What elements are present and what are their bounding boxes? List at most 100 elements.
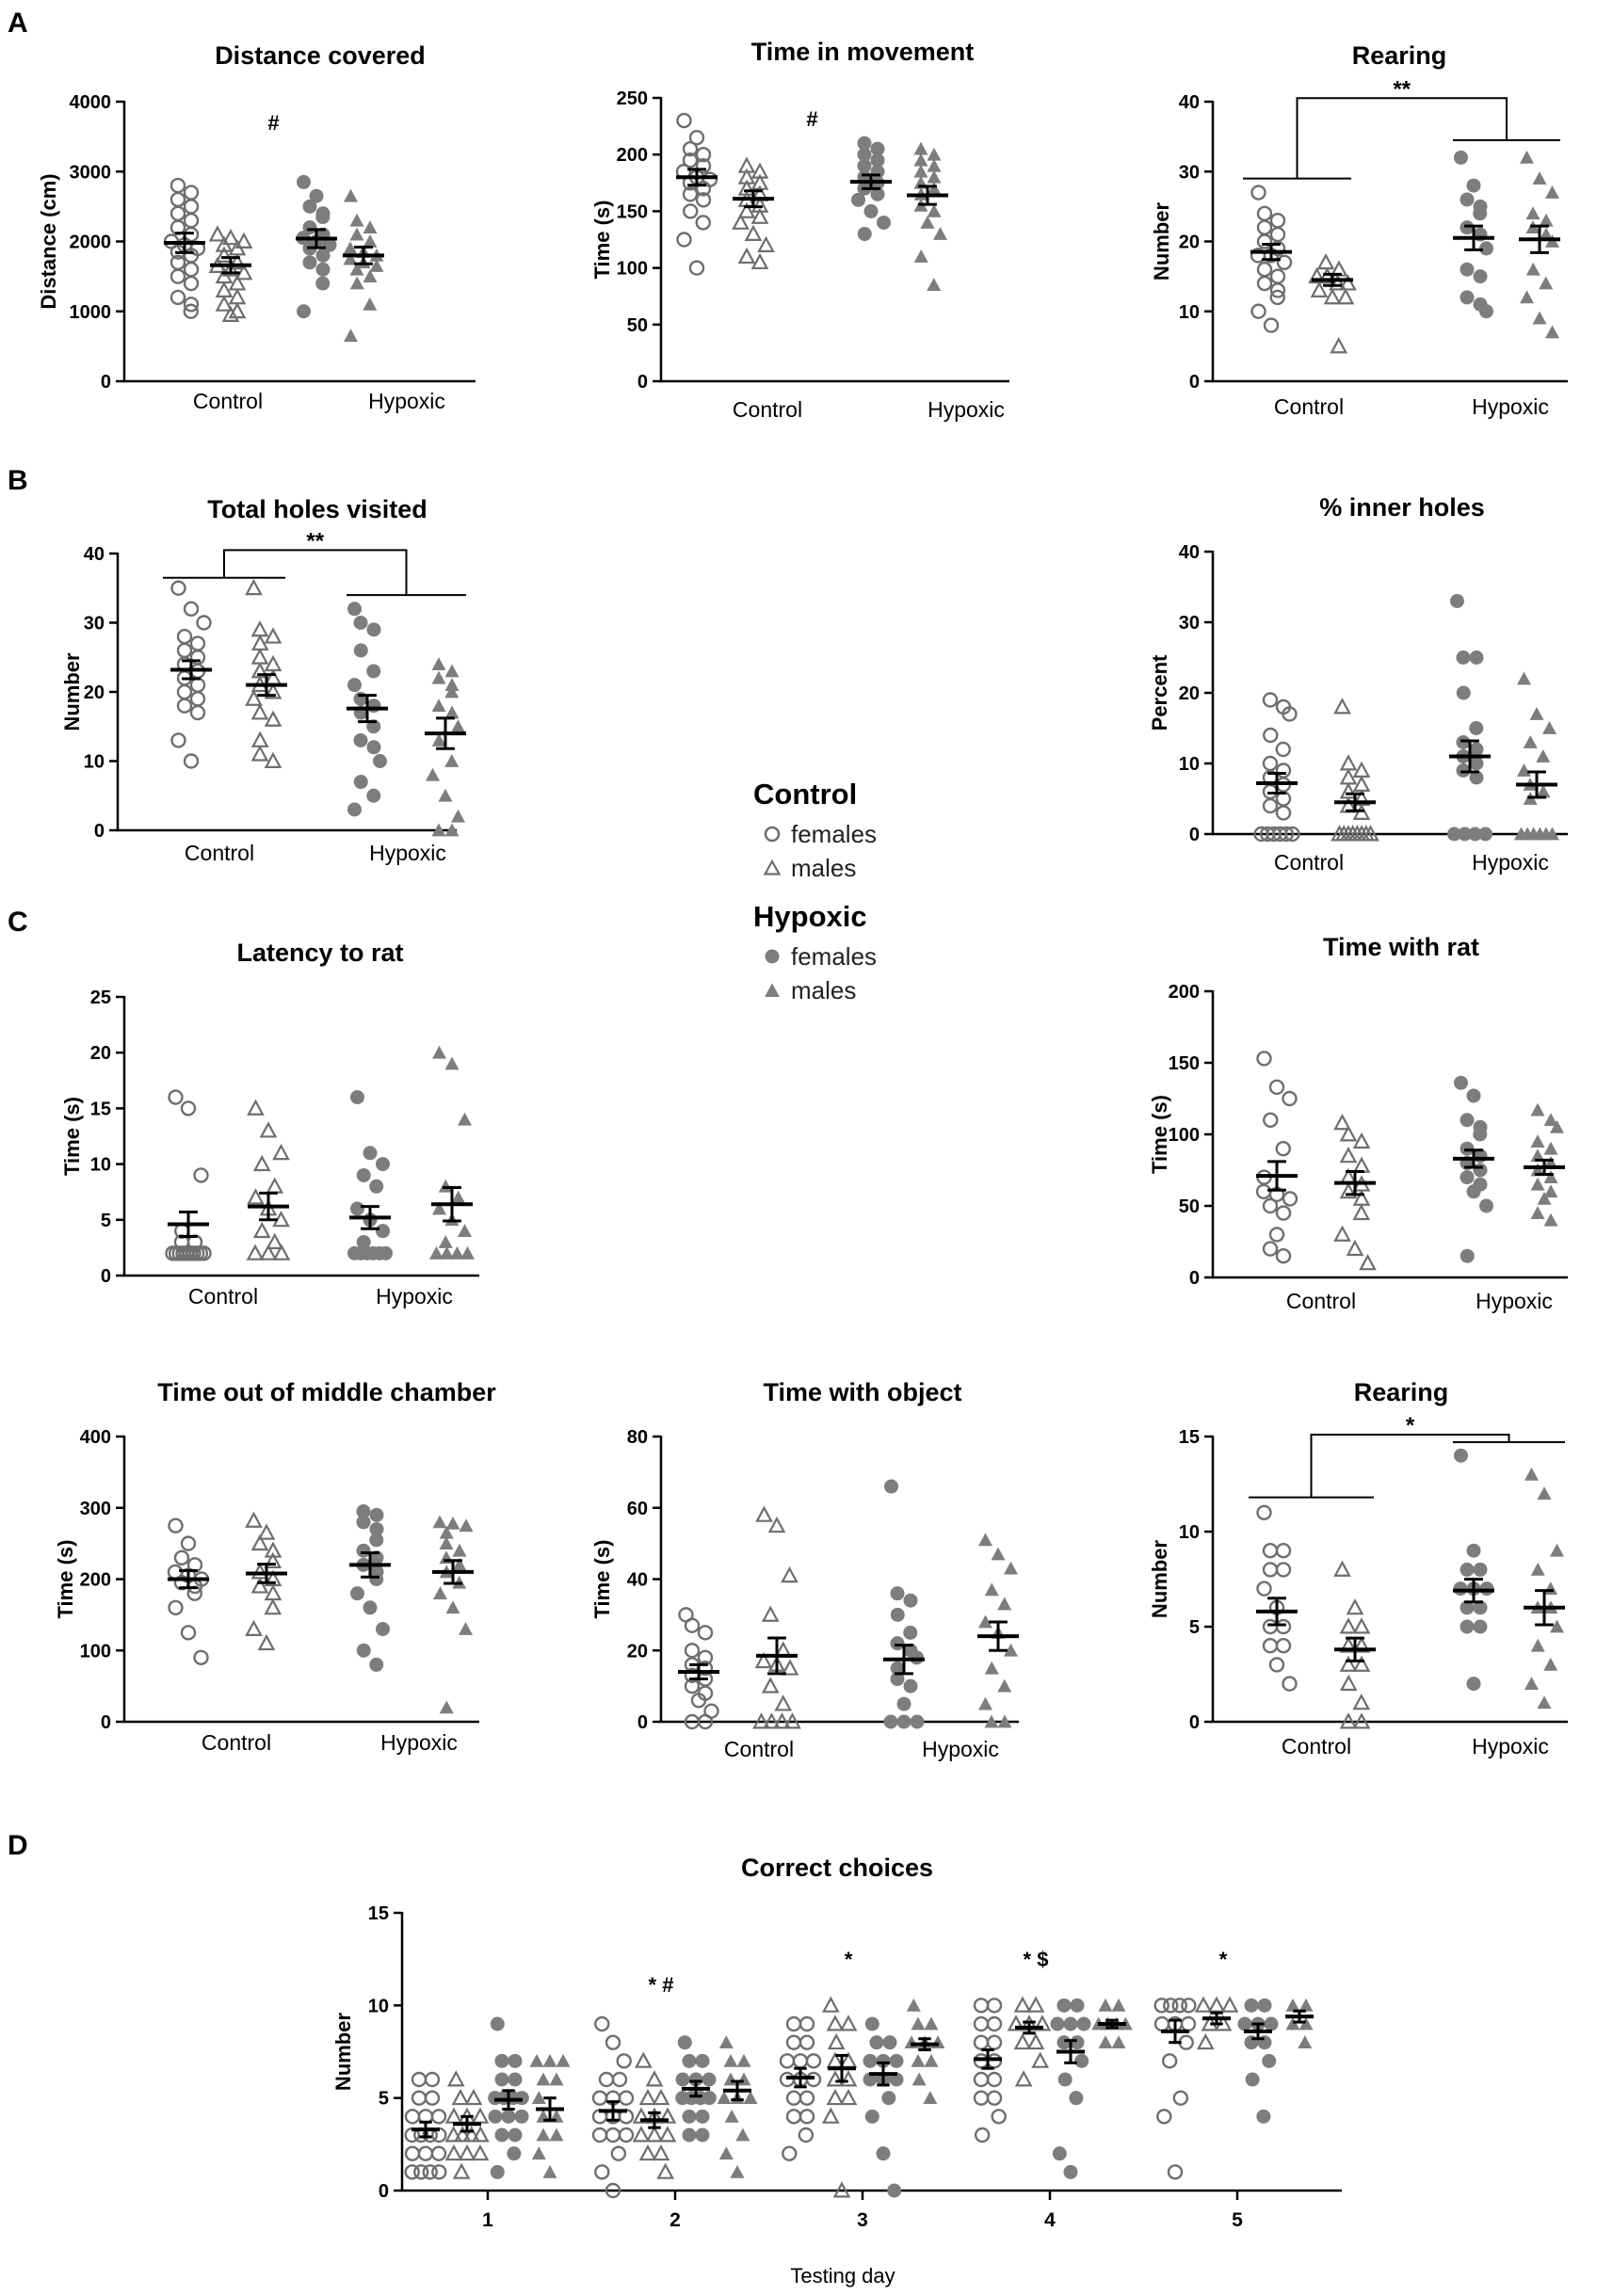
data-point	[344, 188, 358, 202]
data-point	[501, 2109, 516, 2124]
data-point	[839, 2088, 858, 2106]
data-point	[353, 775, 368, 790]
data-point	[1339, 1146, 1358, 1164]
data-point	[458, 1112, 472, 1126]
data-point	[264, 751, 282, 768]
series-hypoxic-females	[349, 1504, 391, 1672]
y-tick-label: 5	[1189, 1617, 1200, 1638]
data-point	[864, 2109, 879, 2124]
data-point	[1057, 1998, 1072, 2013]
data-point	[376, 1224, 390, 1239]
data-point	[991, 2109, 1007, 2125]
series-day3-hypoxic-females	[863, 2016, 904, 2198]
data-point	[302, 220, 317, 235]
y-tick-label: 1000	[70, 302, 112, 323]
data-point	[857, 136, 872, 151]
data-point	[444, 823, 460, 837]
data-point	[1469, 756, 1484, 771]
data-point	[883, 1714, 898, 1729]
data-point	[1181, 1998, 1197, 2014]
data-point	[208, 225, 227, 242]
data-point	[877, 215, 891, 230]
data-point	[193, 1649, 209, 1666]
data-point	[1298, 2035, 1313, 2049]
data-point	[611, 2071, 628, 2088]
data-point	[1520, 290, 1534, 304]
data-point	[369, 1507, 384, 1522]
data-point	[245, 689, 263, 706]
x-category-label: Hypoxic	[368, 389, 445, 413]
x-category-label: Hypoxic	[1472, 1734, 1549, 1758]
data-point	[1456, 650, 1471, 665]
y-tick-label: 15	[368, 1903, 389, 1924]
data-point	[757, 235, 775, 252]
data-point	[920, 215, 935, 229]
data-point	[536, 2072, 551, 2086]
data-point	[1539, 213, 1554, 227]
y-tick-label: 20	[627, 1641, 648, 1662]
y-tick-label: 40	[1179, 92, 1200, 113]
data-point	[591, 2127, 608, 2143]
series-day1-hypoxic-males	[529, 2053, 571, 2178]
data-point	[1262, 1618, 1279, 1635]
data-point	[1458, 827, 1472, 842]
data-point	[1543, 1113, 1558, 1127]
data-point	[695, 192, 712, 208]
chart-title: Time in movement	[751, 38, 975, 66]
data-point	[688, 2072, 703, 2087]
legend-hypoxic-title: Hypoxic	[753, 900, 867, 933]
data-point	[1466, 178, 1481, 193]
series-day1-control-females	[404, 2071, 447, 2180]
y-axis-label: Time (s)	[590, 201, 614, 280]
data-point	[452, 1543, 467, 1557]
data-point	[446, 2070, 465, 2087]
data-point	[366, 622, 381, 637]
x-category-label: Control	[1274, 394, 1344, 419]
data-point	[1530, 1102, 1545, 1116]
x-category-label: Hypoxic	[380, 1730, 458, 1755]
data-point	[695, 158, 712, 174]
data-point	[1473, 206, 1488, 221]
data-point	[767, 1516, 786, 1533]
series-day4-control-females	[973, 1998, 1007, 2143]
data-point	[363, 1600, 378, 1615]
series-control-females	[163, 177, 206, 319]
data-point	[266, 1177, 284, 1194]
data-point	[973, 2034, 990, 2050]
data-point	[1172, 2090, 1189, 2106]
data-point	[450, 1245, 464, 1260]
series-control-females	[675, 112, 718, 276]
data-point	[1269, 282, 1286, 298]
legend-control-males-label: males	[791, 853, 857, 882]
data-point	[695, 2109, 710, 2124]
data-point	[1346, 1239, 1364, 1257]
data-point	[594, 2164, 610, 2180]
chart-move: Time in movement 0 50 100 150 200 250 Time (s) C…	[590, 38, 1009, 422]
data-point	[695, 2053, 710, 2068]
data-point	[494, 2053, 509, 2068]
data-point	[1536, 784, 1551, 798]
data-point	[638, 2088, 657, 2106]
y-tick-label: 20	[1179, 683, 1200, 704]
data-point	[927, 147, 942, 161]
data-point	[1245, 2072, 1260, 2087]
y-tick-label: 0	[1189, 1712, 1200, 1733]
data-point	[1530, 1177, 1545, 1191]
series-day2-control-males	[632, 2051, 677, 2179]
series-day1-hypoxic-females	[488, 2016, 529, 2179]
data-point	[1456, 685, 1471, 700]
data-point	[411, 2071, 427, 2088]
data-point	[1454, 1448, 1468, 1463]
data-point	[471, 2143, 490, 2161]
data-point	[821, 2107, 840, 2124]
data-point	[373, 754, 387, 768]
data-point	[913, 164, 928, 178]
x-category-label: Hypoxic	[927, 397, 1005, 422]
data-point	[1256, 205, 1273, 222]
data-point	[424, 2090, 441, 2106]
data-point	[1262, 692, 1279, 708]
series-control-females	[1255, 1051, 1298, 1264]
data-point	[1469, 742, 1484, 757]
data-point	[1469, 721, 1484, 735]
data-point	[1262, 1562, 1279, 1578]
